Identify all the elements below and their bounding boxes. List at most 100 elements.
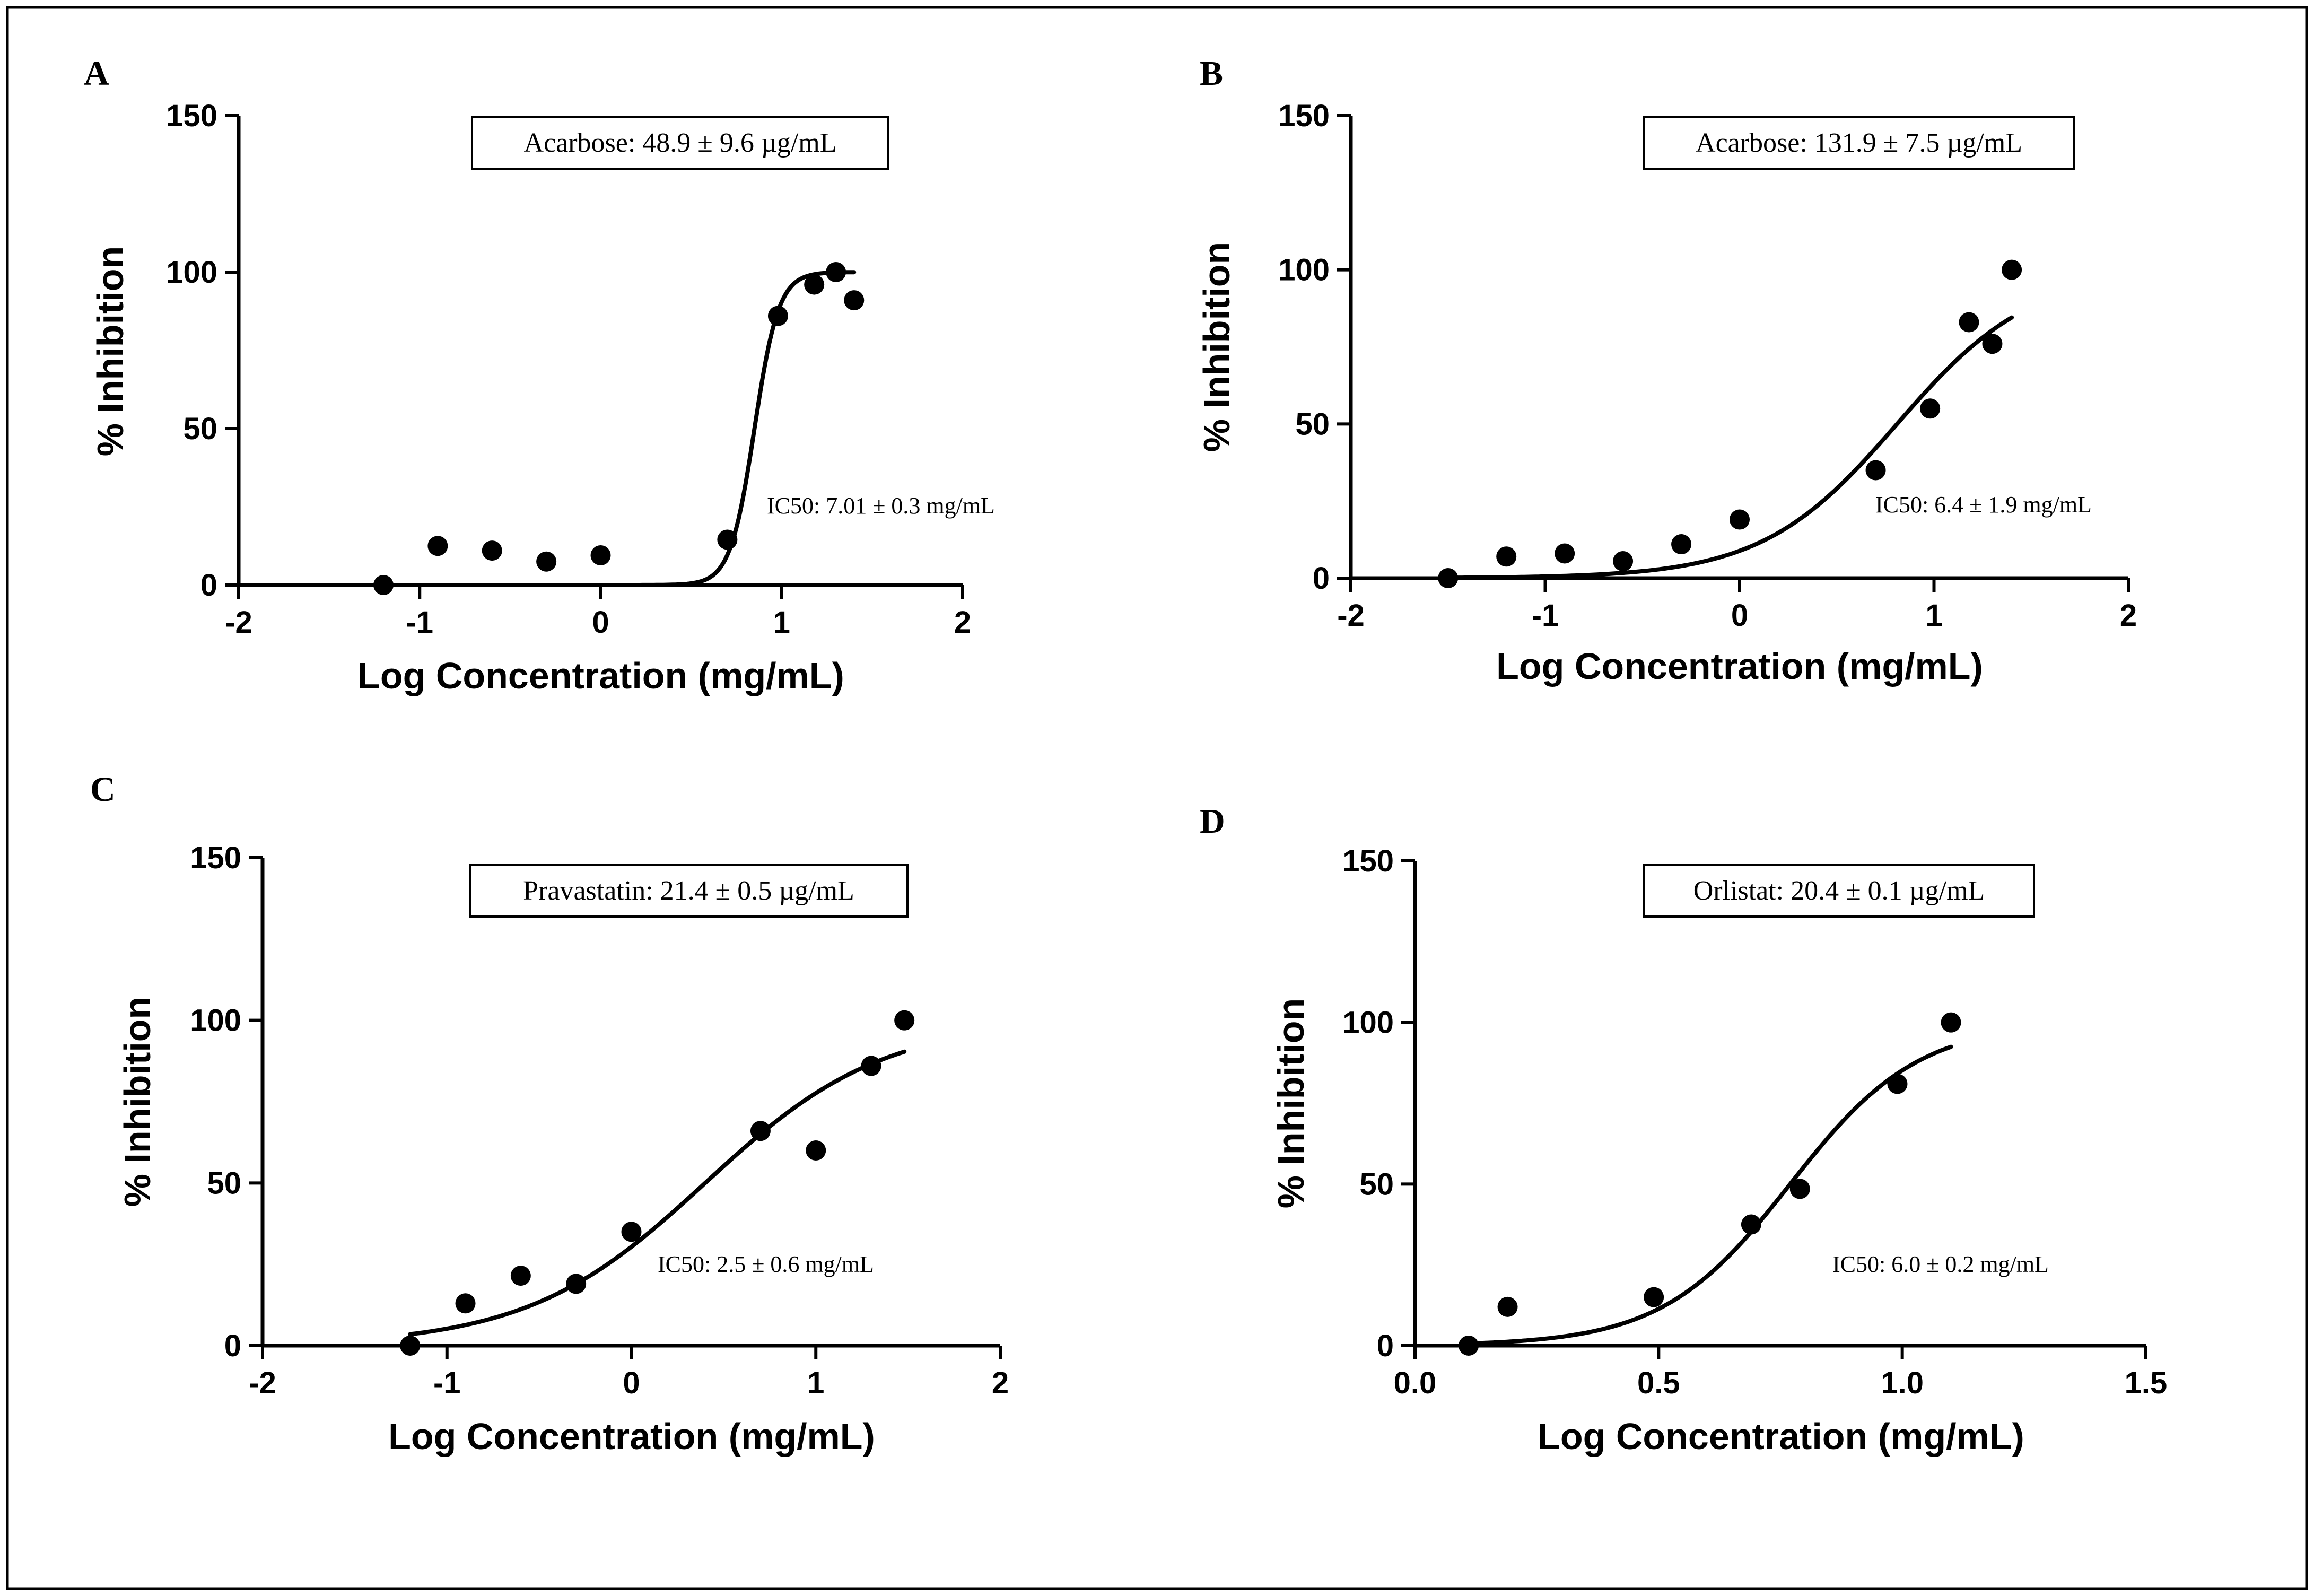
x-tick-label: 0 <box>1731 598 1748 633</box>
data-point <box>1789 1179 1810 1199</box>
data-point <box>455 1293 476 1314</box>
compound-box <box>1643 864 2035 918</box>
figure-frame <box>6 6 2308 1590</box>
data-point <box>844 290 865 311</box>
y-axis-label: % Inhibition <box>1196 242 1237 452</box>
data-point <box>2002 259 2022 280</box>
data-point <box>1959 312 1979 333</box>
y-tick-label: 50 <box>207 1166 241 1200</box>
y-axis-label: % Inhibition <box>1270 998 1312 1209</box>
data-point <box>1730 509 1750 530</box>
y-tick-label: 0 <box>224 1329 241 1363</box>
data-point <box>621 1222 642 1242</box>
data-point <box>427 536 448 556</box>
data-point <box>1644 1287 1664 1307</box>
data-point <box>373 575 394 595</box>
y-tick-label: 50 <box>1295 407 1330 441</box>
x-tick-label: 1 <box>773 605 790 640</box>
panel-letter: C <box>90 770 116 809</box>
data-point <box>804 274 825 295</box>
panel-d: D 0.0 0.5 1.0 1.5 0 50 100 150 Log Concentration … <box>1200 802 2167 1457</box>
y-tick-label: 100 <box>190 1004 241 1038</box>
y-tick-label: 50 <box>1359 1167 1394 1201</box>
x-tick-label: -1 <box>1532 598 1559 633</box>
x-tick-label: -1 <box>433 1366 461 1400</box>
x-tick-label: 0 <box>592 605 609 640</box>
x-tick-label: -2 <box>1337 598 1365 633</box>
data-point <box>767 306 788 326</box>
x-axis-label: Log Concentration (mg/mL) <box>388 1416 875 1457</box>
y-axis-label: % Inhibition <box>90 246 131 457</box>
fit-curve <box>408 1049 907 1337</box>
compound-box-label: Pravastatin: 21.4 ± 0.5 µg/mL <box>523 876 854 906</box>
panel-letter: B <box>1200 54 1223 93</box>
ic50-label: IC50: 6.4 ± 1.9 mg/mL <box>1875 492 2092 518</box>
x-tick-label: -2 <box>225 605 252 640</box>
y-axis-label: % Inhibition <box>117 997 158 1207</box>
y-tick-label: 0 <box>200 568 217 603</box>
ic50-label: IC50: 7.01 ± 0.3 mg/mL <box>767 493 995 519</box>
x-tick-label: 1 <box>1925 598 1942 633</box>
data-point <box>1555 543 1575 564</box>
y-tick-label: 150 <box>166 99 217 133</box>
x-axis-label: Log Concentration (mg/mL) <box>1538 1416 2024 1457</box>
y-tick-label: 150 <box>1342 844 1394 878</box>
y-tick-label: 100 <box>166 255 217 290</box>
ic50-label: IC50: 6.0 ± 0.2 mg/mL <box>1832 1251 2049 1277</box>
compound-box-label: Orlistat: 20.4 ± 0.1 µg/mL <box>1693 876 1985 906</box>
data-point <box>826 262 846 282</box>
data-point <box>1438 568 1459 588</box>
data-point <box>1496 546 1517 567</box>
y-tick-label: 0 <box>1313 561 1330 596</box>
x-tick-label: -2 <box>249 1366 276 1400</box>
x-axis-label: Log Concentration (mg/mL) <box>357 655 844 696</box>
data-point <box>590 545 611 565</box>
data-point <box>894 1010 915 1031</box>
data-point <box>1941 1012 1961 1033</box>
x-tick-label: 1.0 <box>1881 1366 1924 1400</box>
y-tick-label: 100 <box>1342 1006 1394 1040</box>
x-tick-label: 1 <box>807 1366 824 1400</box>
y-tick-label: 150 <box>1278 99 1330 133</box>
data-point <box>482 540 502 561</box>
ic50-label: IC50: 2.5 ± 0.6 mg/mL <box>658 1251 874 1277</box>
x-axis-label: Log Concentration (mg/mL) <box>1496 646 1983 687</box>
x-tick-label: 1.5 <box>2125 1366 2168 1400</box>
data-point <box>1497 1296 1518 1317</box>
data-point <box>1741 1214 1761 1235</box>
data-point <box>510 1266 531 1286</box>
y-tick-label: 100 <box>1278 253 1330 287</box>
x-tick-label: -1 <box>406 605 433 640</box>
data-point <box>1671 534 1692 555</box>
data-point <box>806 1140 826 1161</box>
data-point <box>1459 1336 1479 1356</box>
data-point <box>717 529 738 550</box>
panel-a: A -2 -1 0 1 2 0 50 100 150 Log Concentration (mg/m… <box>84 54 995 696</box>
fit-curve <box>1466 1044 1953 1346</box>
x-tick-label: 2 <box>2120 598 2137 633</box>
compound-box <box>471 116 889 170</box>
compound-box-label: Acarbose: 48.9 ± 9.6 µg/mL <box>524 128 837 158</box>
compound-box <box>469 864 909 918</box>
compound-box-label: Acarbose: 131.9 ± 7.5 µg/mL <box>1696 128 2022 158</box>
compound-box <box>1643 116 2075 170</box>
data-point <box>1613 551 1634 572</box>
y-tick-label: 50 <box>183 412 217 446</box>
data-point <box>861 1056 881 1076</box>
panel-letter: D <box>1200 802 1225 841</box>
x-tick-label: 0.0 <box>1394 1366 1437 1400</box>
data-point <box>1887 1074 1908 1094</box>
y-tick-label: 0 <box>1377 1329 1394 1363</box>
data-point <box>1982 334 2003 354</box>
x-tick-label: 0.5 <box>1637 1366 1680 1400</box>
data-point <box>1865 460 1886 481</box>
data-point <box>750 1121 771 1141</box>
panel-c: C -2 -1 0 1 2 0 50 100 150 Log Concentration (mg/m… <box>90 770 1009 1457</box>
data-point <box>566 1274 587 1294</box>
panel-b: B -2 -1 0 1 2 0 50 100 150 Log Concentration (mg/m… <box>1196 54 2137 687</box>
x-tick-label: 2 <box>954 605 971 640</box>
data-point <box>400 1336 421 1356</box>
fit-curve <box>1446 315 2014 580</box>
data-point <box>1920 398 1941 419</box>
